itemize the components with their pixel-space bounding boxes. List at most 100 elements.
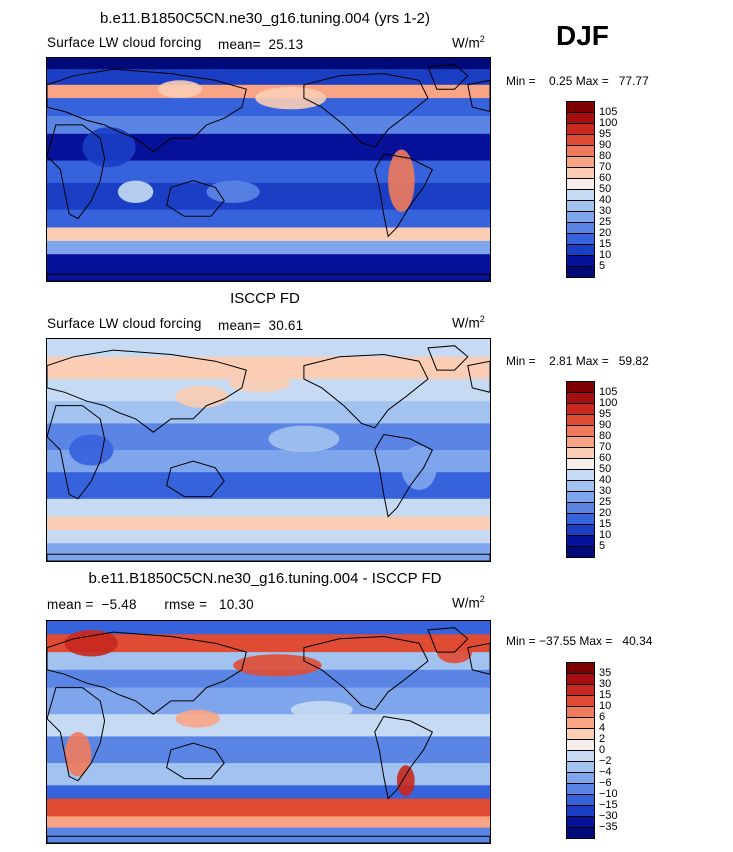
coastline [427, 627, 469, 653]
map-contour-band [47, 543, 490, 561]
panel2-units: W/m2 [452, 314, 485, 331]
colorbar-label: −15 [599, 799, 618, 811]
map-contour-band [47, 498, 490, 518]
colorbar-label: 100 [599, 117, 618, 129]
coastline [374, 153, 434, 238]
colorbar-label: −2 [599, 755, 612, 767]
map-contour-blob [206, 180, 260, 203]
map-contour-blob [157, 80, 203, 99]
panel3-title: b.e11.B1850C5CN.ne30_g16.tuning.004 - IS… [88, 570, 442, 587]
colorbar-label: 90 [599, 419, 612, 431]
panel1-variable: Surface LW cloud forcing [47, 35, 202, 50]
panel1-map [46, 57, 491, 282]
map-contour-blob [290, 700, 353, 719]
map-contour-blob [233, 654, 322, 677]
colorbar-label: 25 [599, 496, 612, 508]
map-contour-band [47, 339, 490, 358]
map-contour-band [47, 227, 490, 242]
map-contour-band [47, 785, 490, 800]
map-contour-band [47, 798, 490, 817]
colorbar-label: 80 [599, 150, 612, 162]
colorbar-label: 80 [599, 430, 612, 442]
panel2-map-svg [47, 339, 490, 561]
colorbar-label: 15 [599, 689, 612, 701]
colorbar-label: −35 [599, 821, 618, 833]
coastline [47, 631, 247, 715]
colorbar-label: 95 [599, 128, 612, 140]
colorbar-label: 0 [599, 744, 606, 756]
map-contour-band [47, 58, 490, 70]
map-contour-band [47, 516, 490, 531]
colorbar-label: 100 [599, 397, 618, 409]
colorbar-label: 35 [599, 667, 612, 679]
map-contour-blob [69, 434, 114, 466]
coastline [166, 460, 225, 498]
map-contour-band [47, 621, 490, 635]
map-contour-blob [268, 425, 340, 453]
coastline [47, 124, 106, 220]
map-contour-band [47, 254, 490, 281]
map-contour-blob [255, 86, 327, 110]
panel3-units: W/m2 [452, 594, 485, 611]
map-contour-blob [401, 445, 437, 490]
panel3-map [46, 620, 491, 844]
coastline [47, 405, 106, 500]
coastline [303, 353, 429, 429]
colorbar-swatch [566, 546, 595, 558]
coastline [47, 687, 106, 782]
panel1-mean: mean= 25.13 [218, 37, 304, 52]
colorbar-label: −10 [599, 788, 618, 800]
coastline [374, 715, 434, 800]
map-contour-band [47, 69, 490, 86]
map-contour-band [47, 401, 490, 424]
panel1-map-svg [47, 58, 490, 281]
map-contour-blob [64, 732, 92, 777]
colorbar-label: 50 [599, 183, 612, 195]
map-contour-blob [228, 374, 291, 393]
coastline [427, 345, 469, 371]
colorbar-swatch [566, 827, 595, 839]
panel1-units: W/m2 [452, 34, 485, 51]
coastline [47, 68, 247, 153]
colorbar-label: 25 [599, 216, 612, 228]
panel3-stats: mean = −5.48 rmse = 10.30 [47, 597, 254, 612]
map-contour-blob [82, 127, 136, 168]
panel2-variable: Surface LW cloud forcing [47, 316, 202, 331]
coastline [303, 73, 429, 148]
colorbar-label: 40 [599, 474, 612, 486]
map-contour-band [47, 160, 490, 184]
map-contour-band [47, 763, 490, 786]
colorbar-label: 70 [599, 161, 612, 173]
colorbar-label: 2 [599, 733, 606, 745]
colorbar-label: 30 [599, 678, 612, 690]
colorbar-label: 5 [599, 540, 606, 552]
map-contour-blob [396, 765, 415, 797]
map-contour-band [47, 827, 490, 843]
coastline [467, 642, 490, 675]
coastline [47, 273, 490, 281]
colorbar-label: 15 [599, 238, 612, 250]
coastline [166, 742, 225, 780]
colorbar-label: 70 [599, 441, 612, 453]
map-contour-band [47, 529, 490, 544]
map-contour-band [47, 816, 490, 828]
colorbar-label: 30 [599, 205, 612, 217]
colorbar-label: 95 [599, 408, 612, 420]
coastline [427, 64, 469, 90]
colorbar-label: 10 [599, 700, 612, 712]
colorbar-label: −4 [599, 766, 612, 778]
coastline [467, 79, 490, 113]
colorbar-label: 105 [599, 386, 618, 398]
colorbar-label: 10 [599, 249, 612, 261]
coastline [47, 349, 247, 433]
map-contour-blob [175, 385, 229, 408]
map-contour-band [47, 98, 490, 117]
colorbar-label: 105 [599, 106, 618, 118]
map-contour-band [47, 240, 490, 255]
colorbar-label: 15 [599, 518, 612, 530]
panel1-minmax: Min = 0.25 Max = 77.77 [506, 74, 649, 88]
colorbar-label: 60 [599, 452, 612, 464]
season-label: DJF [556, 20, 609, 51]
map-contour-band [47, 714, 490, 737]
map-contour-band [47, 669, 490, 689]
